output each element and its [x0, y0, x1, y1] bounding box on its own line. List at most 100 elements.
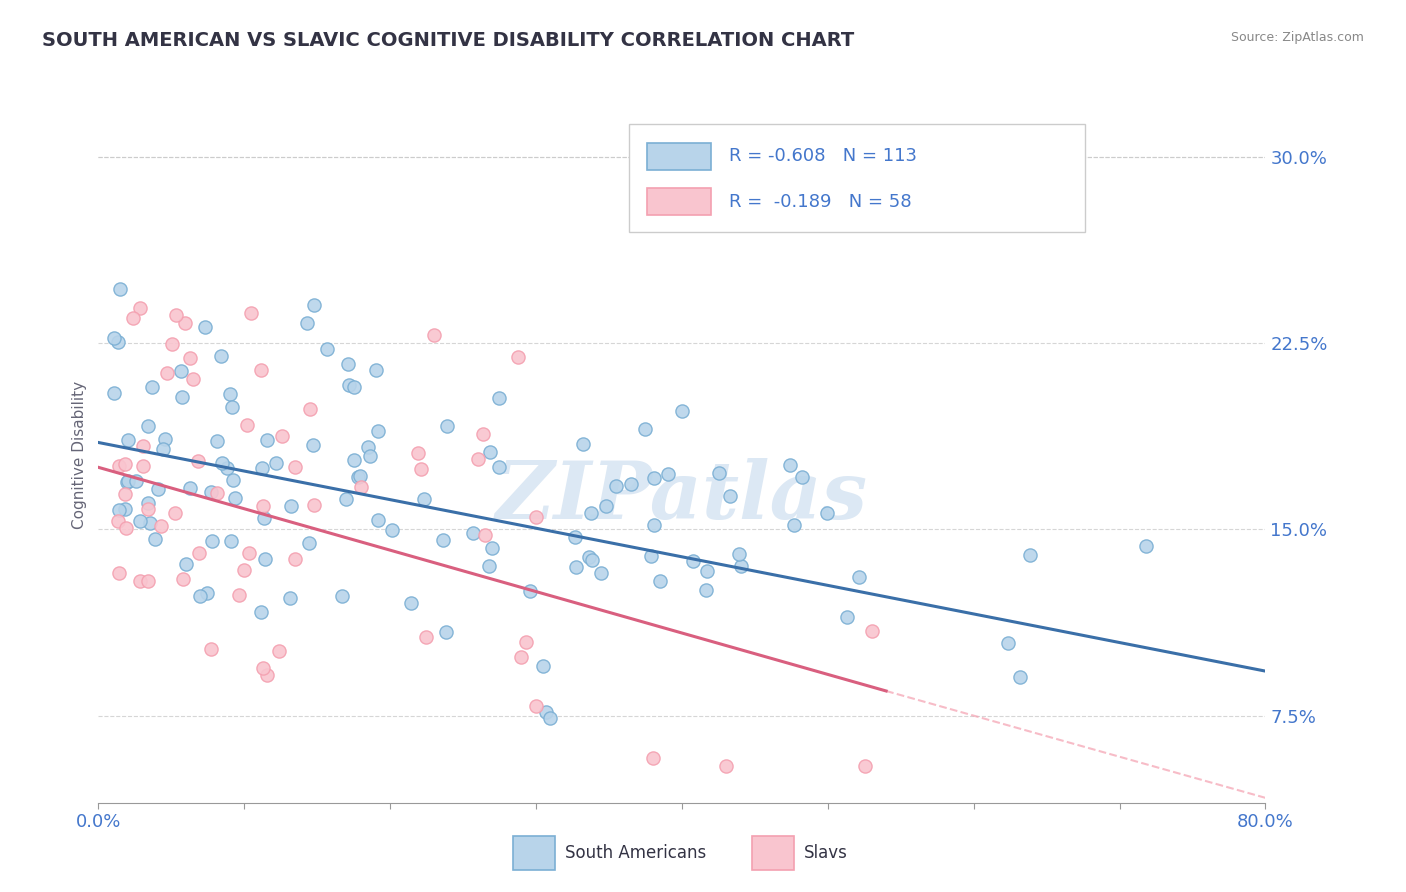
Point	[316, 343, 339, 357]
Point	[194, 320, 217, 334]
Point	[107, 514, 129, 528]
Point	[718, 489, 741, 503]
Point	[634, 421, 657, 435]
Point	[114, 457, 136, 471]
Point	[479, 445, 502, 459]
Point	[252, 500, 274, 514]
Point	[709, 467, 731, 481]
Point	[565, 560, 588, 574]
Point	[423, 328, 446, 343]
Point	[239, 306, 262, 320]
Point	[280, 500, 302, 514]
Point	[298, 536, 321, 550]
Point	[461, 525, 484, 540]
Point	[380, 524, 402, 538]
Point	[728, 547, 751, 561]
Point	[643, 471, 665, 485]
Point	[657, 467, 679, 481]
Point	[643, 518, 665, 533]
Point	[595, 500, 617, 514]
Point	[228, 587, 250, 601]
Point	[783, 518, 806, 533]
Point	[249, 605, 271, 619]
Point	[209, 350, 232, 364]
Point	[409, 461, 432, 475]
Point	[299, 401, 322, 416]
Point	[238, 546, 260, 560]
Point	[848, 570, 870, 584]
Point	[136, 496, 159, 510]
Point	[474, 527, 496, 541]
Point	[172, 390, 194, 404]
Point	[509, 649, 531, 664]
FancyBboxPatch shape	[647, 144, 711, 169]
Point	[337, 358, 360, 372]
Point	[815, 506, 838, 520]
Point	[367, 424, 389, 438]
Point	[150, 519, 173, 533]
Point	[115, 520, 138, 534]
Point	[253, 552, 276, 566]
Point	[337, 377, 360, 392]
Point	[117, 434, 139, 448]
Point	[415, 630, 437, 644]
Point	[695, 583, 717, 598]
Point	[117, 475, 139, 489]
Point	[478, 558, 501, 573]
Point	[399, 596, 422, 610]
Point	[179, 481, 201, 495]
Point	[103, 385, 125, 400]
Point	[682, 554, 704, 568]
Point	[114, 501, 136, 516]
Point	[605, 479, 627, 493]
Point	[141, 379, 163, 393]
Point	[350, 480, 373, 494]
Point	[188, 590, 211, 604]
Point	[278, 591, 301, 606]
Point	[108, 566, 131, 581]
Point	[103, 331, 125, 345]
Point	[221, 400, 243, 414]
Point	[270, 428, 292, 442]
Point	[579, 506, 602, 520]
Point	[163, 506, 186, 520]
Point	[488, 391, 510, 405]
Point	[222, 474, 245, 488]
Point	[152, 442, 174, 457]
Point	[1010, 670, 1032, 684]
Point	[481, 541, 503, 555]
Point	[302, 297, 325, 311]
Point	[183, 372, 205, 386]
Point	[256, 667, 278, 681]
Point	[201, 534, 224, 549]
Point	[343, 380, 366, 394]
Text: Slavs: Slavs	[804, 844, 848, 862]
Point	[531, 659, 554, 673]
Text: SOUTH AMERICAN VS SLAVIC COGNITIVE DISABILITY CORRELATION CHART: SOUTH AMERICAN VS SLAVIC COGNITIVE DISAB…	[42, 31, 855, 50]
Point	[538, 710, 561, 724]
Point	[330, 589, 353, 603]
Point	[357, 441, 380, 455]
Point	[648, 574, 671, 589]
Point	[349, 468, 371, 483]
Point	[572, 436, 595, 450]
Point	[176, 558, 198, 572]
Point	[467, 452, 489, 467]
Point	[145, 532, 167, 546]
Point	[256, 433, 278, 447]
Point	[432, 533, 454, 547]
Point	[641, 750, 664, 764]
Point	[343, 452, 366, 467]
Point	[207, 434, 229, 448]
Point	[264, 456, 287, 470]
Point	[412, 492, 434, 507]
FancyBboxPatch shape	[647, 188, 711, 215]
Point	[519, 584, 541, 599]
Point	[200, 641, 222, 656]
Point	[236, 417, 259, 432]
Point	[188, 546, 211, 560]
Point	[233, 563, 256, 577]
Point	[211, 456, 233, 470]
Point	[146, 482, 169, 496]
Point	[250, 363, 273, 377]
